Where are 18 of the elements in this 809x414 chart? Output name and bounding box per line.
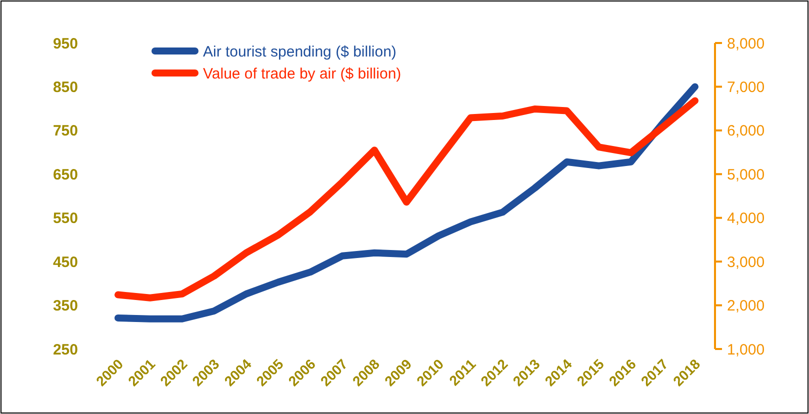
y2-tick-label: 5,000 [727,166,765,184]
y-tick-label: 450 [52,254,78,271]
y-tick-label: 850 [52,78,78,96]
y2-tick-label: 2,000 [727,298,765,315]
y2-tick-label: 6,000 [727,122,765,140]
y-tick-label: 750 [52,122,78,140]
y2-tick-label: 8,000 [727,35,765,52]
y-tick-label: 350 [52,298,78,315]
y2-tick-label: 1,000 [727,341,765,358]
legend-label: Value of trade by air ($ billion) [203,65,402,82]
y-tick-label: 650 [52,166,78,184]
y2-tick-label: 3,000 [727,254,765,271]
y-tick-label: 550 [52,210,78,228]
y2-tick-label: 7,000 [727,78,765,96]
y-tick-label: 250 [52,341,78,358]
y-tick-label: 950 [52,35,78,52]
y2-tick-label: 4,000 [727,210,765,228]
legend-label: Air tourist spending ($ billion) [203,43,396,60]
